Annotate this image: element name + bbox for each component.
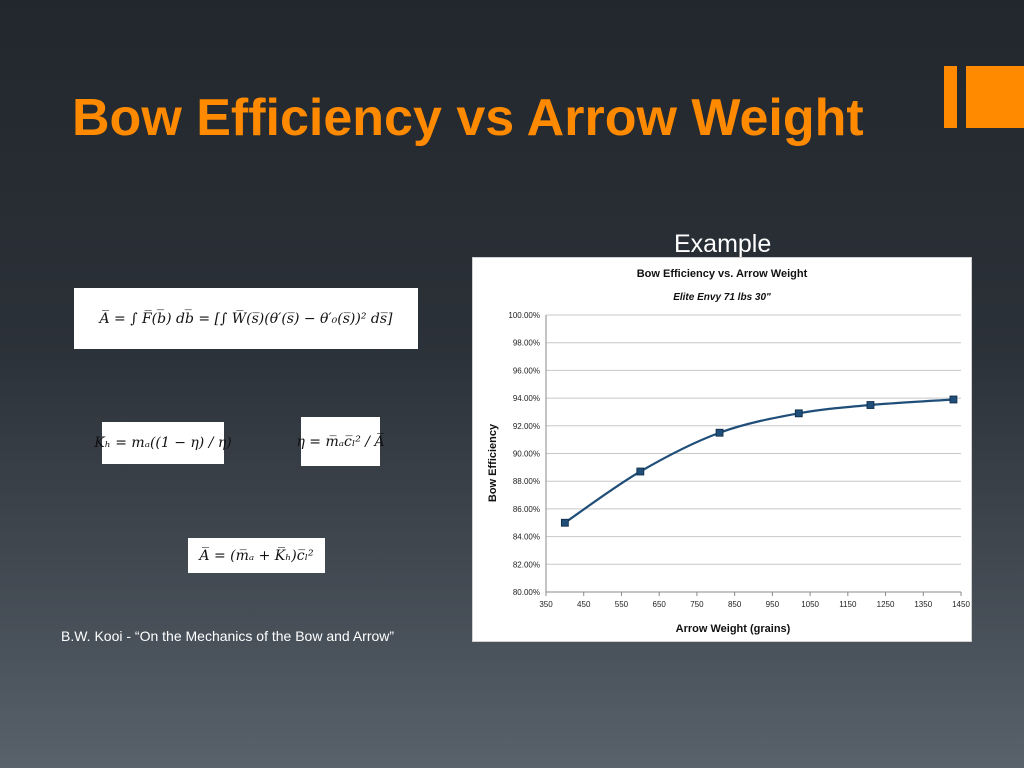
x-tick-label: 1350 bbox=[914, 600, 932, 609]
x-tick-label: 750 bbox=[690, 600, 704, 609]
chart-subtitle: Elite Envy 71 lbs 30" bbox=[673, 292, 771, 303]
x-tick-label: 1150 bbox=[839, 600, 857, 609]
chart-container: Bow Efficiency vs. Arrow Weight Elite En… bbox=[472, 257, 972, 642]
accent-bar-thick bbox=[966, 66, 1024, 128]
y-tick-label: 98.00% bbox=[513, 339, 540, 348]
x-tick-label: 850 bbox=[728, 600, 742, 609]
y-tick-label: 90.00% bbox=[513, 450, 540, 459]
example-label: Example bbox=[674, 230, 772, 258]
y-tick-label: 86.00% bbox=[513, 505, 540, 514]
equation-work-sum: A̅ = (m̅ₐ + K̅ₕ)c̅ₗ² bbox=[188, 538, 325, 573]
equation-work-integral: A̅ = ∫ F̅(b̅) db̅ = [∫ W̅(s̅)(θ′(s̅) − θ… bbox=[74, 288, 418, 349]
y-tick-label: 92.00% bbox=[513, 422, 540, 431]
x-tick-label: 450 bbox=[577, 600, 591, 609]
data-point bbox=[794, 409, 803, 418]
chart-title: Bow Efficiency vs. Arrow Weight bbox=[637, 268, 808, 280]
y-tick-label: 100.00% bbox=[508, 311, 540, 320]
data-point bbox=[636, 467, 645, 476]
efficiency-chart: Bow Efficiency vs. Arrow Weight Elite En… bbox=[487, 268, 970, 635]
series-line bbox=[564, 398, 954, 524]
y-tick-label: 84.00% bbox=[513, 533, 540, 542]
x-tick-label: 650 bbox=[653, 600, 667, 609]
grid-layer bbox=[545, 314, 962, 596]
y-tick-label: 88.00% bbox=[513, 477, 540, 486]
data-point bbox=[949, 395, 958, 404]
x-tick-label: 1450 bbox=[952, 600, 970, 609]
citation: B.W. Kooi - “On the Mechanics of the Bow… bbox=[61, 628, 395, 644]
accent-bar-thin bbox=[944, 66, 957, 128]
x-tick-label: 1250 bbox=[877, 600, 895, 609]
data-point bbox=[560, 518, 569, 527]
y-tick-label: 80.00% bbox=[513, 588, 540, 597]
tick-layer: 80.00% 82.00% 84.00% 86.00% 88.00% 90.00% 92.0… bbox=[508, 311, 970, 609]
y-tick-label: 96.00% bbox=[513, 366, 540, 375]
equation-efficiency: η = m̅ₐc̅ₗ² / A̅ bbox=[296, 417, 385, 466]
y-axis-title: Bow Efficiency bbox=[487, 423, 499, 502]
data-point bbox=[866, 401, 875, 409]
x-tick-label: 350 bbox=[539, 600, 553, 609]
data-point bbox=[715, 428, 724, 437]
equation-kh: Kₕ = mₐ((1 − η) / η) bbox=[94, 422, 232, 464]
x-tick-label: 1050 bbox=[801, 600, 819, 609]
x-axis-title: Arrow Weight (grains) bbox=[676, 623, 791, 635]
series-layer bbox=[560, 395, 958, 527]
x-tick-label: 950 bbox=[766, 600, 780, 609]
slide-title: Bow Efficiency vs Arrow Weight bbox=[72, 89, 864, 147]
y-tick-label: 82.00% bbox=[513, 560, 540, 569]
y-tick-label: 94.00% bbox=[513, 394, 540, 403]
x-tick-label: 550 bbox=[615, 600, 629, 609]
